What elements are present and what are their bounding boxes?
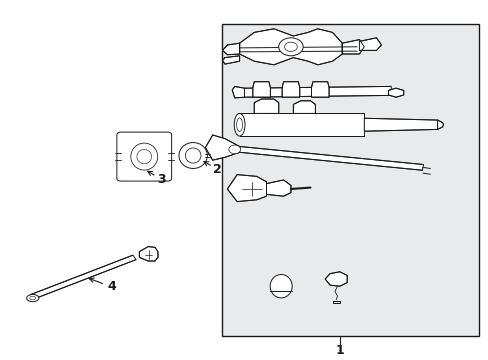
Polygon shape [333,301,339,303]
Polygon shape [254,99,278,113]
FancyBboxPatch shape [117,132,171,181]
Polygon shape [311,82,328,97]
Polygon shape [227,175,266,202]
Circle shape [228,145,240,154]
Polygon shape [239,113,364,136]
Polygon shape [239,147,423,170]
Ellipse shape [269,274,291,298]
Polygon shape [325,272,346,286]
Text: 1: 1 [335,345,344,357]
Polygon shape [222,43,239,55]
Ellipse shape [30,296,36,300]
Circle shape [278,38,303,56]
Polygon shape [222,56,239,64]
Polygon shape [252,82,270,97]
Ellipse shape [26,294,39,302]
Bar [222,24,478,336]
Ellipse shape [130,143,157,170]
Polygon shape [239,29,342,65]
Text: 3: 3 [157,173,165,186]
Polygon shape [293,101,315,113]
Circle shape [284,42,297,51]
Ellipse shape [236,118,242,131]
Polygon shape [205,135,239,160]
Polygon shape [232,86,244,98]
Polygon shape [139,247,158,261]
Ellipse shape [137,149,151,164]
Polygon shape [387,88,403,97]
Text: 2: 2 [213,163,222,176]
Polygon shape [266,180,290,196]
Polygon shape [282,82,299,97]
Ellipse shape [185,148,201,163]
Polygon shape [342,40,364,54]
Ellipse shape [179,143,207,168]
Polygon shape [364,118,437,131]
Ellipse shape [234,113,244,136]
Polygon shape [239,47,356,52]
Polygon shape [30,255,136,299]
Polygon shape [437,120,443,130]
Polygon shape [359,38,381,50]
Text: 4: 4 [107,280,116,293]
Polygon shape [244,86,390,97]
